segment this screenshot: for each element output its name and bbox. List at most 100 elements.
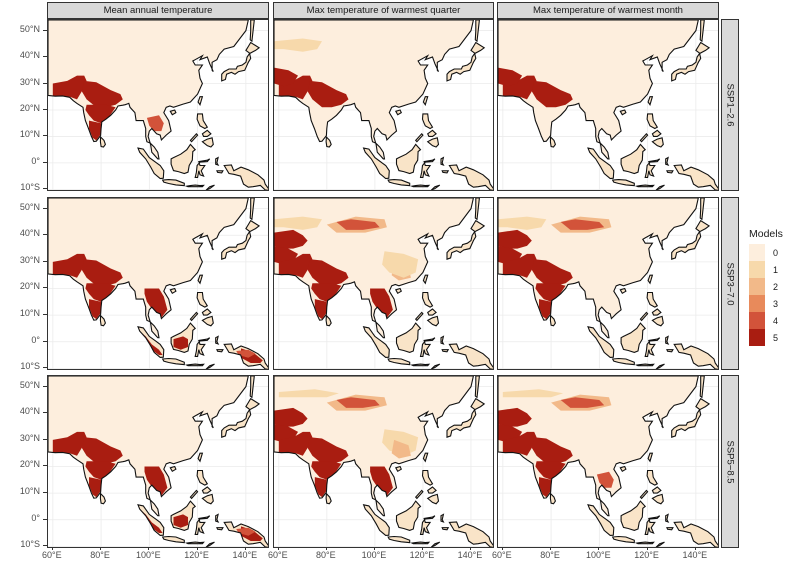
y-tick-mark: [43, 412, 47, 414]
legend-item-2: 2: [749, 278, 783, 295]
y-tick-mark: [43, 234, 47, 236]
y-tick-mark: [43, 340, 47, 342]
x-tick-label: 80°E: [316, 550, 336, 560]
y-tick-label: 20°N: [19, 459, 40, 470]
x-tick-mark: [373, 547, 375, 550]
x-tick-label: 120°E: [184, 550, 209, 560]
y-tick-label: 40°N: [19, 406, 40, 417]
legend-item-3: 3: [749, 295, 783, 312]
row-label: SSP5−8.5: [724, 439, 736, 484]
y-tick-mark: [43, 56, 47, 58]
x-tick-label: 140°E: [232, 550, 258, 560]
x-tick-label: 140°E: [457, 550, 483, 560]
y-tick-mark: [43, 161, 47, 163]
x-tick-mark: [421, 547, 423, 550]
x-tick-label: 140°E: [682, 550, 708, 560]
x-tick-label: 100°E: [136, 550, 161, 560]
y-tick-label: 20°N: [19, 281, 40, 292]
x-tick-mark: [100, 547, 102, 550]
y-tick-mark: [43, 207, 47, 209]
y-tick-label: 0°: [31, 334, 40, 345]
y-tick-mark: [43, 108, 47, 110]
y-tick-label: 10°S: [20, 182, 40, 193]
y-tick-mark: [43, 314, 47, 316]
y-tick-label: 40°N: [19, 228, 40, 239]
x-tick-mark: [325, 547, 327, 550]
legend-label: 2: [773, 281, 779, 292]
y-tick-mark: [43, 385, 47, 387]
legend: Models 0 1 2 3 4 5: [749, 228, 783, 346]
x-tick-label: 120°E: [634, 550, 659, 560]
x-tick-label: 100°E: [361, 550, 387, 560]
legend-item-0: 0: [749, 244, 783, 261]
row-header-ssp126: SSP1−2.6: [721, 19, 739, 191]
legend-swatch: [749, 329, 765, 346]
y-tick-mark: [43, 260, 47, 262]
y-tick-mark: [43, 287, 47, 289]
x-tick-mark: [501, 547, 503, 550]
map-panel-ssp585-mean-annual-temperature: [47, 375, 269, 548]
x-tick-label: 120°E: [409, 550, 435, 560]
y-tick-label: 50°N: [19, 201, 40, 212]
legend-label: 4: [773, 315, 779, 326]
x-tick-label: 80°E: [90, 550, 110, 560]
y-tick-label: 20°N: [19, 102, 40, 113]
y-tick-label: 10°N: [19, 308, 40, 319]
y-tick-label: 10°S: [20, 539, 40, 550]
map-panel-ssp370-max-temp-warmest-month: [497, 197, 719, 370]
legend-label: 0: [773, 247, 779, 258]
x-tick-mark: [598, 547, 600, 550]
y-tick-label: 40°N: [19, 50, 40, 61]
y-tick-mark: [43, 29, 47, 31]
legend-label: 1: [773, 264, 779, 275]
x-tick-label: 60°E: [267, 550, 288, 560]
y-tick-mark: [43, 82, 47, 84]
map-panel-ssp126-max-temp-warmest-quarter: [273, 19, 494, 191]
x-tick-mark: [148, 547, 150, 550]
y-tick-label: 0°: [31, 155, 40, 166]
y-tick-label: 10°S: [20, 361, 40, 372]
y-tick-mark: [43, 188, 47, 190]
map-panel-ssp585-max-temp-warmest-month: [497, 375, 719, 548]
y-tick-mark: [43, 545, 47, 547]
row-header-ssp370: SSP3−7.0: [721, 197, 739, 370]
x-tick-mark: [550, 547, 552, 550]
y-tick-mark: [43, 465, 47, 467]
row-label: SSP1−2.6: [724, 83, 736, 127]
y-tick-mark: [43, 135, 47, 137]
y-tick-label: 30°N: [19, 254, 40, 265]
y-tick-label: 50°N: [19, 379, 40, 390]
x-tick-mark: [469, 547, 471, 550]
x-tick-mark: [646, 547, 648, 550]
y-tick-mark: [43, 367, 47, 369]
map-panel-ssp370-max-temp-warmest-quarter: [273, 197, 494, 370]
legend-item-1: 1: [749, 261, 783, 278]
x-tick-mark: [196, 547, 198, 550]
map-panel-ssp370-mean-annual-temperature: [47, 197, 269, 370]
legend-title: Models: [749, 228, 783, 240]
x-tick-mark: [51, 547, 53, 550]
y-tick-label: 10°N: [19, 129, 40, 140]
map-panel-ssp126-mean-annual-temperature: [47, 19, 269, 191]
y-tick-mark: [43, 438, 47, 440]
column-header-mean-annual-temperature: Mean annual temperature: [47, 2, 269, 19]
column-header-max-temp-warmest-quarter: Max temperature of warmest quarter: [273, 2, 494, 19]
legend-item-5: 5: [749, 329, 783, 346]
x-tick-label: 60°E: [492, 550, 512, 560]
x-tick-mark: [244, 547, 246, 550]
legend-swatch: [749, 244, 765, 261]
legend-swatch: [749, 295, 765, 312]
y-tick-label: 10°N: [19, 486, 40, 497]
x-tick-label: 60°E: [42, 550, 62, 560]
y-tick-label: 30°N: [19, 432, 40, 443]
x-tick-label: 80°E: [540, 550, 560, 560]
legend-swatch: [749, 312, 765, 329]
y-tick-label: 0°: [31, 512, 40, 523]
y-tick-mark: [43, 518, 47, 520]
y-tick-mark: [43, 492, 47, 494]
column-header-max-temp-warmest-month: Max temperature of warmest month: [497, 2, 719, 19]
legend-swatch: [749, 261, 765, 278]
x-tick-mark: [277, 547, 279, 550]
map-panel-ssp585-max-temp-warmest-quarter: [273, 375, 494, 548]
legend-item-4: 4: [749, 312, 783, 329]
